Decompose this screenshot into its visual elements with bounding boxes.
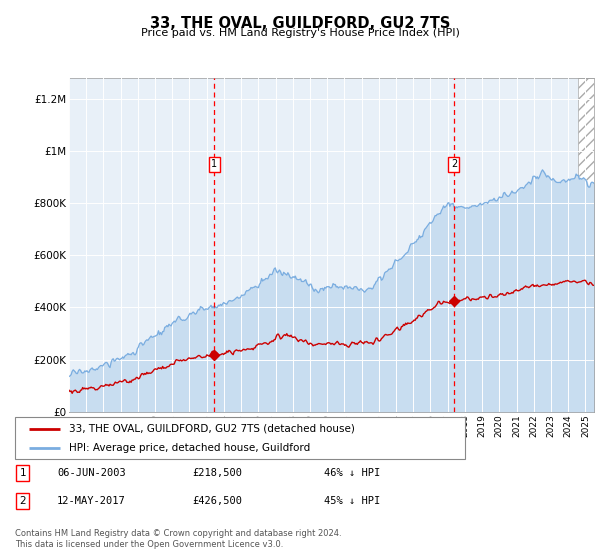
- Text: 1: 1: [211, 159, 217, 169]
- Text: HPI: Average price, detached house, Guildford: HPI: Average price, detached house, Guil…: [69, 443, 310, 453]
- Text: 46% ↓ HPI: 46% ↓ HPI: [324, 468, 380, 478]
- Bar: [578, 78, 594, 412]
- Text: £218,500: £218,500: [192, 468, 242, 478]
- Text: 33, THE OVAL, GUILDFORD, GU2 7TS: 33, THE OVAL, GUILDFORD, GU2 7TS: [150, 16, 450, 31]
- Text: 06-JUN-2003: 06-JUN-2003: [57, 468, 126, 478]
- Text: £426,500: £426,500: [192, 496, 242, 506]
- Text: 2: 2: [19, 496, 26, 506]
- Text: 33, THE OVAL, GUILDFORD, GU2 7TS (detached house): 33, THE OVAL, GUILDFORD, GU2 7TS (detach…: [69, 423, 355, 433]
- Text: 2: 2: [451, 159, 457, 169]
- Text: Price paid vs. HM Land Registry's House Price Index (HPI): Price paid vs. HM Land Registry's House …: [140, 28, 460, 38]
- Text: 45% ↓ HPI: 45% ↓ HPI: [324, 496, 380, 506]
- Text: 1: 1: [19, 468, 26, 478]
- Text: Contains HM Land Registry data © Crown copyright and database right 2024.
This d: Contains HM Land Registry data © Crown c…: [15, 529, 341, 549]
- Text: 12-MAY-2017: 12-MAY-2017: [57, 496, 126, 506]
